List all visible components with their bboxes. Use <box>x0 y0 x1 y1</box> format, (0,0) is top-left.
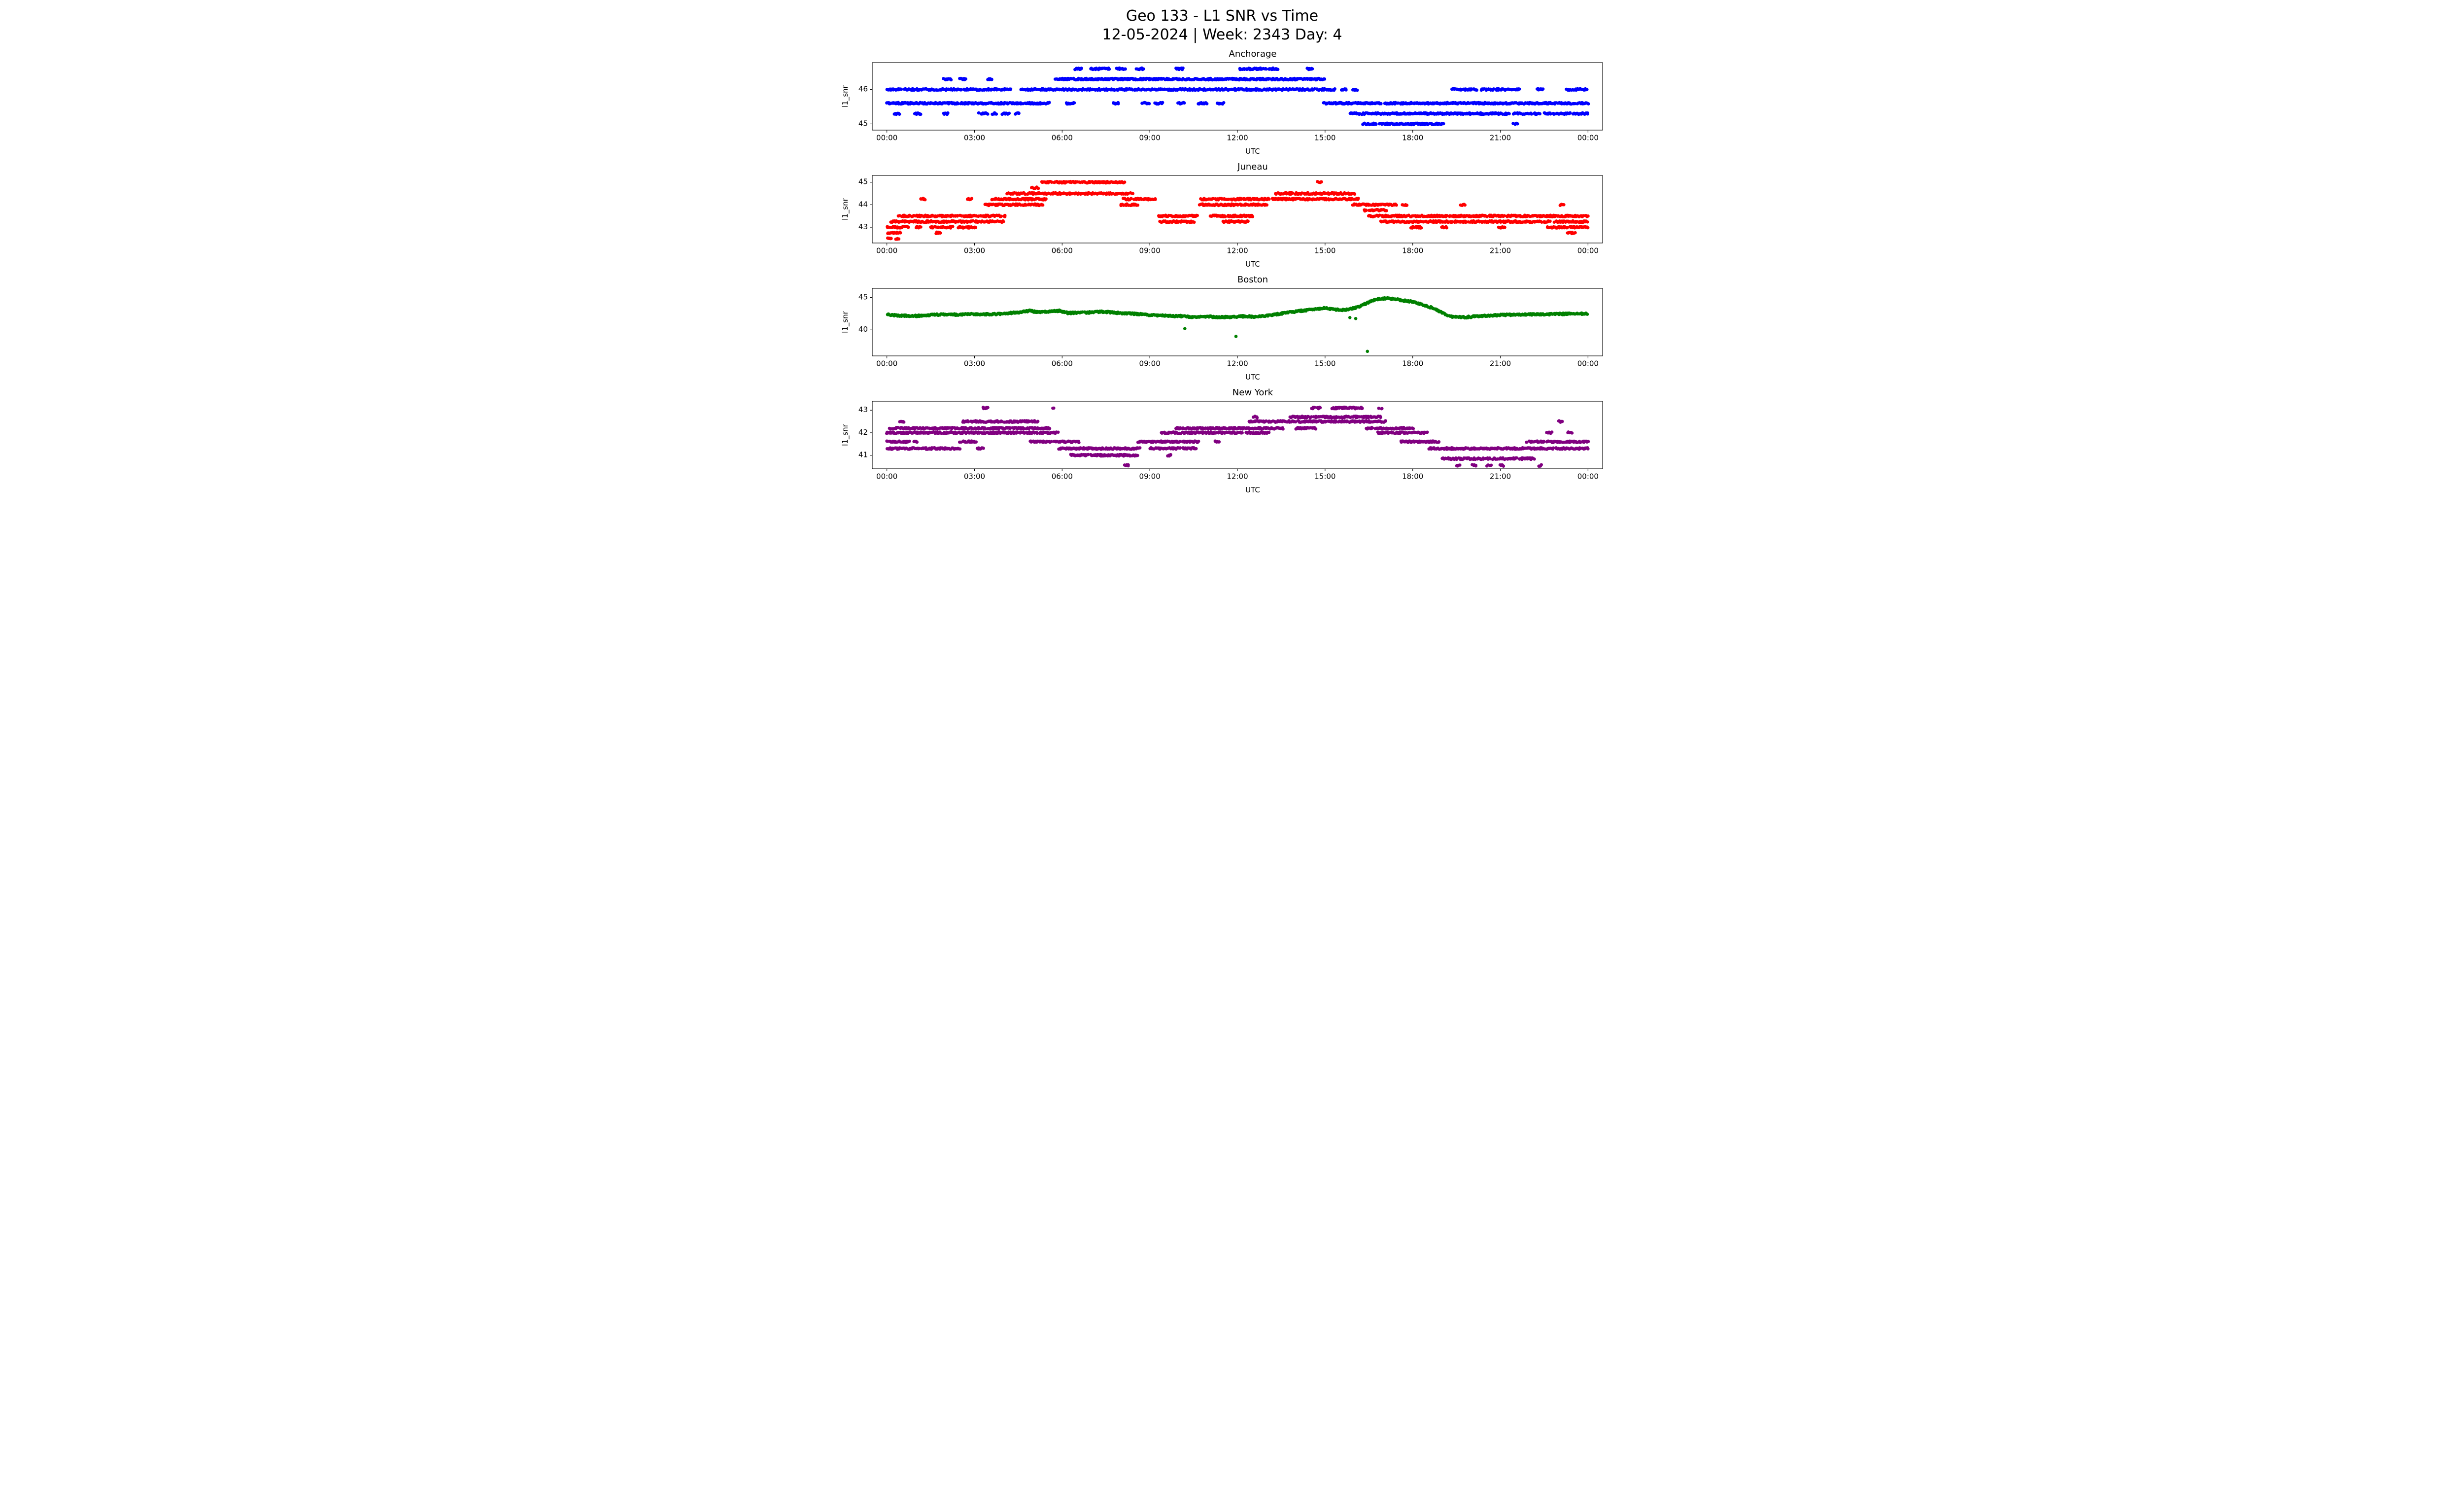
subplot-title-juneau: Juneau <box>1237 162 1268 172</box>
x-axis-label-juneau: UTC <box>1245 260 1260 269</box>
subplot-title-boston: Boston <box>1237 275 1268 285</box>
x-axis-label-boston: UTC <box>1245 373 1260 382</box>
plot-canvas-boston <box>838 286 1607 373</box>
figure: Geo 133 - L1 SNR vs Time 12-05-2024 | We… <box>838 0 1626 495</box>
subplot-title-anchorage: Anchorage <box>1229 49 1277 59</box>
plot-canvas-juneau <box>838 173 1607 260</box>
figure-title-line2: 12-05-2024 | Week: 2343 Day: 4 <box>1102 26 1342 43</box>
subplot-anchorage: Anchorage UTC <box>838 49 1626 157</box>
subplot-juneau: Juneau UTC <box>838 162 1626 270</box>
plot-canvas-anchorage <box>838 60 1607 147</box>
x-axis-label-new-york: UTC <box>1245 486 1260 494</box>
plot-canvas-new-york <box>838 399 1607 486</box>
page: { "figure": { "title_line1": "Geo 133 - … <box>0 0 2464 495</box>
x-axis-label-anchorage: UTC <box>1245 147 1260 156</box>
figure-title-line1: Geo 133 - L1 SNR vs Time <box>1126 7 1319 25</box>
charts-container: Anchorage UTC Juneau UTC Boston UTC New York UT… <box>838 49 1626 495</box>
subplot-boston: Boston UTC <box>838 275 1626 382</box>
subplot-new-york: New York UTC <box>838 387 1626 495</box>
subplot-title-new-york: New York <box>1232 387 1273 398</box>
